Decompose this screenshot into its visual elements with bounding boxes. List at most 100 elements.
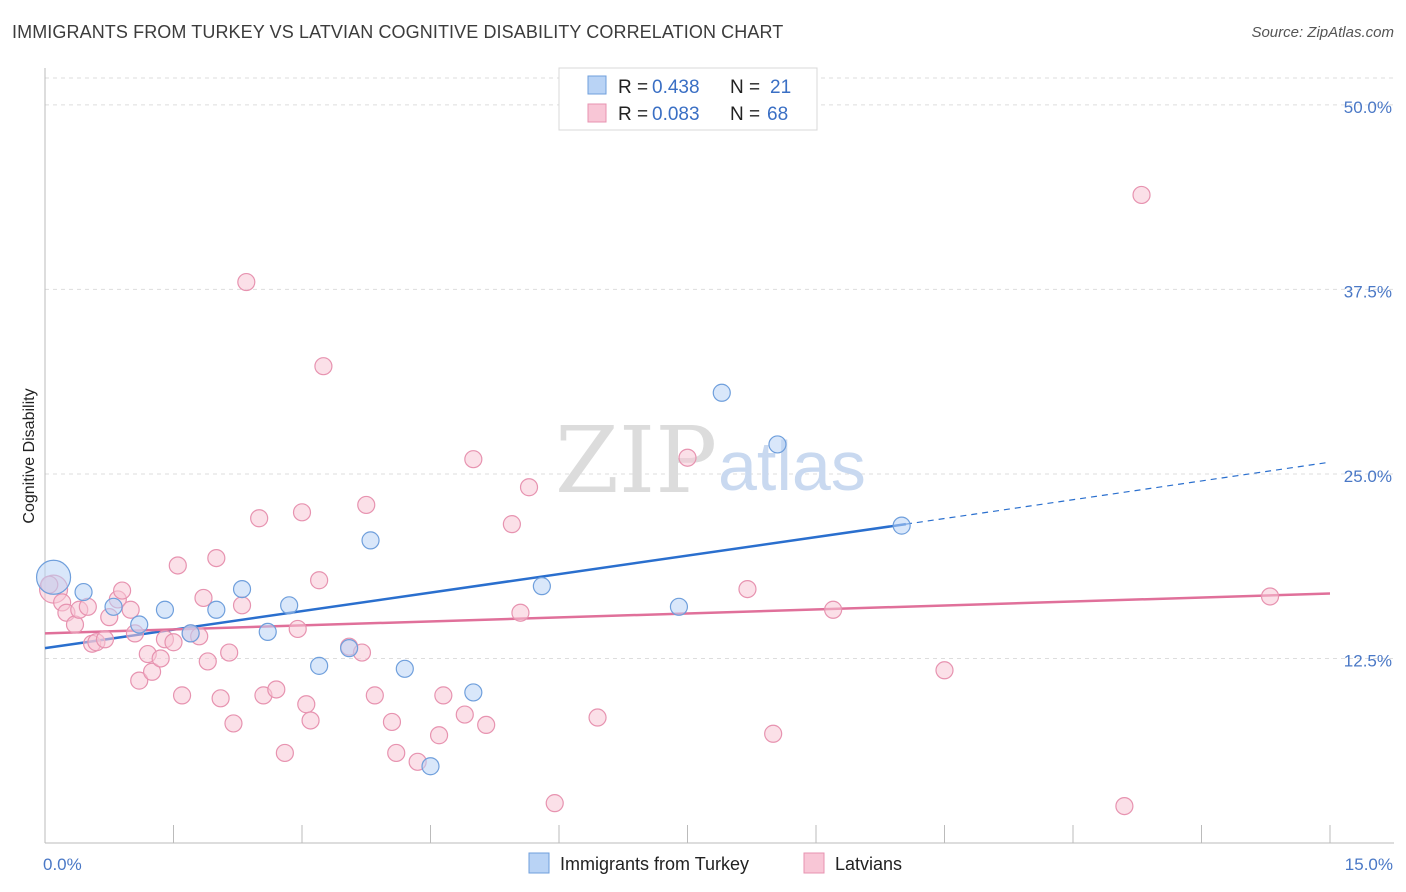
turkey-data-point: [181, 624, 200, 643]
turkey-data-point: [232, 579, 252, 599]
turkey-trend-extension: [905, 461, 1331, 525]
latvian-data-point: [935, 661, 954, 680]
latvian-data-point: [292, 503, 312, 522]
turkey-data-point: [74, 582, 93, 602]
series-legend: Immigrants from Turkey Latvians: [528, 852, 902, 874]
y-tick-label: 25.0%: [1344, 467, 1392, 486]
latvian-data-point: [207, 548, 226, 568]
x-tick-label: 0.0%: [43, 855, 82, 874]
turkey-data-point: [310, 656, 329, 675]
latvian-data-point: [198, 652, 217, 671]
legend-swatch-latvians: [587, 103, 607, 123]
legend-n-label: N =: [730, 77, 760, 98]
axes: [44, 68, 1394, 844]
turkey-data-point: [130, 615, 149, 634]
latvian-data-point: [477, 715, 496, 735]
latvian-data-point: [764, 724, 783, 743]
turkey-data-point: [464, 683, 483, 702]
turkey-data-point: [768, 435, 787, 454]
turkey-data-point: [155, 600, 175, 619]
turkey-data-point: [395, 659, 414, 678]
y-tick-label: 50.0%: [1344, 98, 1392, 117]
latvian-data-point: [588, 708, 607, 727]
legend-n-value: 68: [767, 104, 788, 125]
latvian-data-point: [545, 794, 564, 813]
latvian-trend-line: [44, 592, 1331, 635]
series-legend-label-turkey: Immigrants from Turkey: [560, 854, 749, 874]
turkey-data-point: [104, 597, 123, 616]
legend-r-value: 0.438: [652, 77, 700, 98]
latvian-data-point: [112, 581, 132, 600]
latvian-data-point: [455, 705, 474, 724]
latvian-data-point: [250, 509, 269, 528]
watermark-atlas: atlas: [718, 427, 866, 505]
series-legend-swatch-turkey: [528, 852, 550, 874]
series-legend-swatch-latvians: [803, 852, 825, 874]
turkey-data-point: [421, 757, 440, 776]
latvian-data-point: [121, 600, 140, 619]
latvian-data-point: [464, 450, 483, 469]
latvian-data-point: [168, 556, 187, 575]
y-axis-label: Cognitive Disability: [21, 388, 38, 523]
latvian-data-point: [194, 588, 213, 608]
watermark: ZIP atlas: [555, 407, 866, 514]
latvian-data-point: [519, 478, 539, 497]
latvian-data-point: [1132, 185, 1151, 205]
series-legend-label-latvians: Latvians: [835, 854, 902, 874]
latvian-data-point: [164, 633, 183, 652]
tick-labels: 12.5% 25.0% 37.5% 50.0% 0.0% 15.0%: [43, 98, 1393, 874]
latvian-data-point: [511, 603, 530, 622]
legend: R = 0.438 N = 21 R = 0.083 N = 68: [558, 67, 818, 131]
latvian-data-point: [1260, 587, 1280, 606]
data-points: [35, 185, 1280, 816]
latvian-data-point: [275, 743, 294, 763]
latvian-data-point: [314, 357, 333, 376]
latvian-data-point: [357, 495, 376, 515]
legend-r-value: 0.083: [652, 104, 700, 125]
latvian-data-point: [224, 714, 243, 733]
latvian-data-point: [434, 686, 453, 705]
latvian-data-point: [429, 726, 449, 745]
turkey-data-point: [35, 559, 72, 595]
grid-lines: [45, 77, 1394, 659]
legend-swatch-turkey: [587, 75, 607, 95]
latvian-data-point: [211, 689, 230, 708]
latvian-data-point: [365, 686, 384, 705]
turkey-data-point: [340, 639, 359, 658]
latvian-data-point: [220, 643, 239, 662]
latvian-data-point: [310, 571, 329, 590]
latvian-data-point: [382, 712, 402, 732]
turkey-data-point: [258, 622, 277, 642]
latvian-data-point: [151, 649, 170, 668]
turkey-data-point: [207, 600, 226, 619]
legend-r-label: R =: [618, 77, 648, 98]
y-tick-label: 12.5%: [1344, 651, 1392, 670]
legend-n-value: 21: [770, 77, 791, 98]
latvian-data-point: [502, 515, 521, 534]
latvian-data-point: [301, 711, 320, 730]
latvian-data-point: [267, 680, 286, 699]
turkey-data-point: [892, 516, 911, 535]
latvian-data-point: [824, 600, 843, 619]
chart-source: Source: ZipAtlas.com: [1251, 24, 1394, 41]
latvian-data-point: [130, 671, 149, 690]
latvian-data-point: [678, 448, 697, 467]
turkey-data-point: [712, 383, 731, 402]
turkey-data-point: [280, 596, 299, 615]
latvian-data-point: [237, 272, 256, 292]
latvian-data-point: [142, 662, 162, 681]
latvian-data-point: [1115, 796, 1134, 816]
legend-r-label: R =: [618, 104, 648, 125]
latvian-data-point: [288, 619, 307, 639]
x-tick-label: 15.0%: [1345, 855, 1393, 874]
y-tick-label: 37.5%: [1344, 282, 1392, 301]
turkey-data-point: [669, 597, 689, 616]
latvian-data-point: [232, 596, 252, 615]
legend-n-label: N =: [730, 104, 760, 125]
latvian-data-point: [172, 686, 192, 705]
latvian-data-point: [738, 579, 757, 599]
turkey-data-point: [361, 531, 380, 550]
turkey-data-point: [532, 577, 551, 596]
chart-title: IMMIGRANTS FROM TURKEY VS LATVIAN COGNIT…: [12, 22, 784, 42]
